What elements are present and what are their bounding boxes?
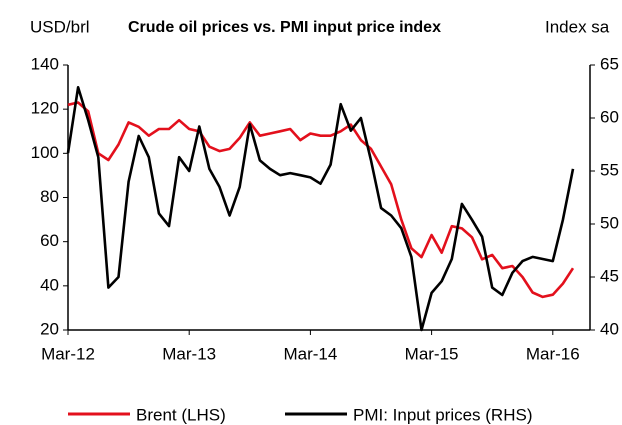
x-tick-label: Mar-14 xyxy=(283,344,337,363)
chart-title: Crude oil prices vs. PMI input price ind… xyxy=(128,19,441,36)
x-tick-label: Mar-12 xyxy=(41,344,95,363)
y-tick-label: 140 xyxy=(31,54,59,73)
y2-tick-label: 40 xyxy=(600,319,619,338)
legend-label: PMI: Input prices (RHS) xyxy=(353,405,533,424)
y2-tick-label: 50 xyxy=(600,213,619,232)
y-tick-label: 60 xyxy=(40,231,59,250)
x-tick-label: Mar-15 xyxy=(405,344,459,363)
y-tick-label: 80 xyxy=(40,187,59,206)
y2-tick-label: 65 xyxy=(600,54,619,73)
x-tick-label: Mar-13 xyxy=(162,344,216,363)
y-axis-label: USD/brl xyxy=(30,17,90,36)
series-line xyxy=(67,101,575,299)
y-tick-label: 100 xyxy=(31,143,59,162)
y2-tick-label: 45 xyxy=(600,266,619,285)
legend-label: Brent (LHS) xyxy=(136,405,226,424)
y-tick-label: 120 xyxy=(31,99,59,118)
x-tick-label: Mar-16 xyxy=(526,344,580,363)
y2-tick-label: 55 xyxy=(600,160,619,179)
series-line xyxy=(66,86,575,332)
y-tick-label: 40 xyxy=(40,275,59,294)
y2-axis-label: Index sa xyxy=(545,17,610,36)
y-tick-label: 20 xyxy=(40,319,59,338)
y2-tick-label: 60 xyxy=(600,107,619,126)
